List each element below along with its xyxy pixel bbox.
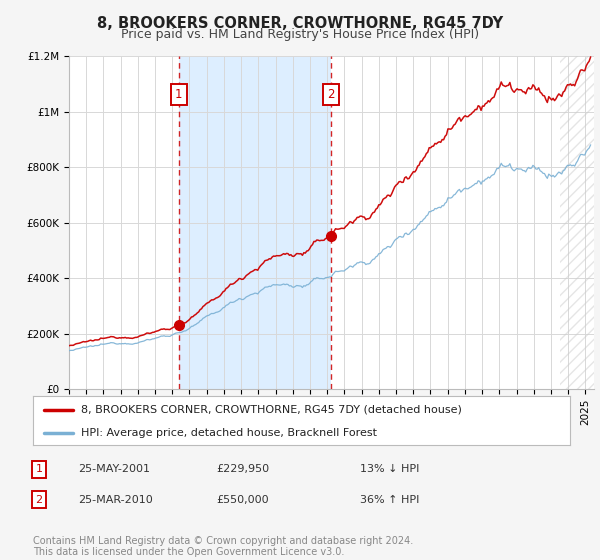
Text: 36% ↑ HPI: 36% ↑ HPI — [360, 494, 419, 505]
Text: 13% ↓ HPI: 13% ↓ HPI — [360, 464, 419, 474]
Text: 2: 2 — [328, 88, 335, 101]
Text: £550,000: £550,000 — [216, 494, 269, 505]
Bar — [560, 56, 594, 389]
Text: 25-MAY-2001: 25-MAY-2001 — [78, 464, 150, 474]
Text: HPI: Average price, detached house, Bracknell Forest: HPI: Average price, detached house, Brac… — [82, 428, 377, 438]
Text: 25-MAR-2010: 25-MAR-2010 — [78, 494, 153, 505]
Bar — [179, 56, 331, 389]
Text: 8, BROOKERS CORNER, CROWTHORNE, RG45 7DY: 8, BROOKERS CORNER, CROWTHORNE, RG45 7DY — [97, 16, 503, 31]
Text: £229,950: £229,950 — [216, 464, 269, 474]
Text: Price paid vs. HM Land Registry's House Price Index (HPI): Price paid vs. HM Land Registry's House … — [121, 28, 479, 41]
Text: 1: 1 — [175, 88, 182, 101]
Text: Contains HM Land Registry data © Crown copyright and database right 2024.
This d: Contains HM Land Registry data © Crown c… — [33, 535, 413, 557]
Text: 8, BROOKERS CORNER, CROWTHORNE, RG45 7DY (detached house): 8, BROOKERS CORNER, CROWTHORNE, RG45 7DY… — [82, 405, 462, 415]
Text: 2: 2 — [35, 494, 43, 505]
Text: 1: 1 — [35, 464, 43, 474]
